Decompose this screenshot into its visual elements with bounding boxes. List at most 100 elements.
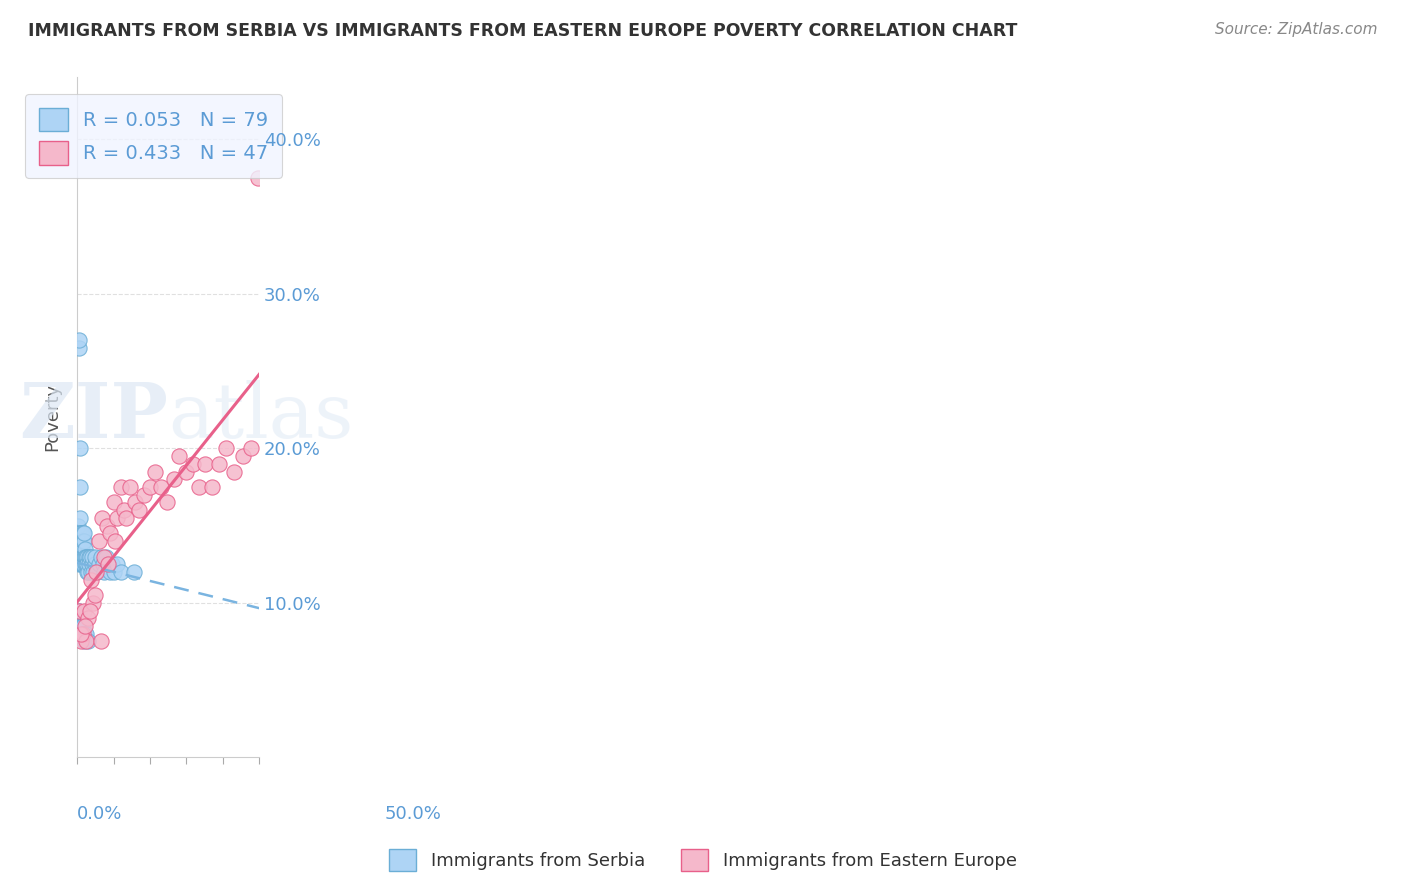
Point	[75, 634, 97, 648]
Point	[139, 480, 162, 494]
Point	[79, 549, 101, 564]
Point	[96, 549, 118, 564]
Point	[69, 480, 91, 494]
Point	[80, 573, 103, 587]
Point	[75, 619, 97, 633]
Point	[73, 558, 96, 572]
Point	[77, 611, 100, 625]
Point	[162, 472, 184, 486]
Point	[79, 558, 101, 572]
Point	[77, 549, 100, 564]
Point	[87, 534, 110, 549]
Point	[83, 588, 105, 602]
Point	[188, 480, 211, 494]
Point	[69, 534, 91, 549]
Point	[73, 526, 96, 541]
Point	[72, 627, 94, 641]
Point	[82, 596, 104, 610]
Point	[73, 549, 96, 564]
Point	[167, 449, 190, 463]
Point	[69, 634, 91, 648]
Point	[240, 442, 263, 456]
Point	[149, 480, 172, 494]
Point	[67, 619, 90, 633]
Point	[70, 558, 93, 572]
Point	[67, 627, 90, 641]
Point	[93, 565, 115, 579]
Point	[156, 495, 179, 509]
Text: atlas: atlas	[169, 380, 353, 454]
Point	[72, 526, 94, 541]
Point	[93, 549, 115, 564]
Point	[76, 565, 98, 579]
Point	[67, 549, 90, 564]
Point	[83, 558, 105, 572]
Point	[247, 170, 270, 185]
Point	[201, 480, 224, 494]
Point	[70, 619, 93, 633]
Point	[69, 627, 91, 641]
Point	[122, 565, 145, 579]
Point	[82, 549, 104, 564]
Point	[70, 549, 93, 564]
Point	[96, 518, 118, 533]
Point	[87, 558, 110, 572]
Point	[76, 558, 98, 572]
Point	[70, 619, 93, 633]
Point	[67, 604, 90, 618]
Point	[67, 341, 90, 355]
Point	[90, 511, 112, 525]
Point	[72, 534, 94, 549]
Point	[72, 558, 94, 572]
Point	[222, 465, 245, 479]
Point	[67, 558, 90, 572]
Point	[98, 526, 121, 541]
Point	[67, 604, 90, 618]
Point	[86, 565, 108, 579]
Point	[67, 333, 90, 347]
Point	[105, 511, 128, 525]
Point	[70, 549, 93, 564]
Legend: R = 0.053   N = 79, R = 0.433   N = 47: R = 0.053 N = 79, R = 0.433 N = 47	[25, 94, 283, 178]
Point	[98, 565, 121, 579]
Point	[72, 534, 94, 549]
Point	[176, 465, 198, 479]
Point	[124, 495, 146, 509]
Point	[72, 627, 94, 641]
Point	[97, 558, 120, 572]
Point	[90, 549, 112, 564]
Point	[84, 565, 107, 579]
Point	[73, 604, 96, 618]
Point	[115, 511, 138, 525]
Point	[69, 619, 91, 633]
Point	[70, 541, 93, 556]
Point	[145, 465, 167, 479]
Text: 50.0%: 50.0%	[384, 805, 441, 823]
Point	[75, 549, 97, 564]
Point	[72, 627, 94, 641]
Point	[77, 634, 100, 648]
Point	[69, 541, 91, 556]
Point	[75, 627, 97, 641]
Point	[67, 611, 90, 625]
Point	[82, 565, 104, 579]
Point	[90, 634, 112, 648]
Point	[215, 442, 238, 456]
Point	[76, 549, 98, 564]
Point	[70, 526, 93, 541]
Point	[69, 619, 91, 633]
Point	[84, 549, 107, 564]
Point	[69, 627, 91, 641]
Point	[75, 549, 97, 564]
Text: Source: ZipAtlas.com: Source: ZipAtlas.com	[1215, 22, 1378, 37]
Y-axis label: Poverty: Poverty	[44, 384, 60, 451]
Point	[67, 534, 90, 549]
Point	[103, 565, 125, 579]
Point	[72, 549, 94, 564]
Point	[194, 457, 217, 471]
Point	[69, 442, 91, 456]
Point	[114, 503, 136, 517]
Point	[104, 534, 127, 549]
Point	[91, 558, 114, 572]
Point	[80, 558, 103, 572]
